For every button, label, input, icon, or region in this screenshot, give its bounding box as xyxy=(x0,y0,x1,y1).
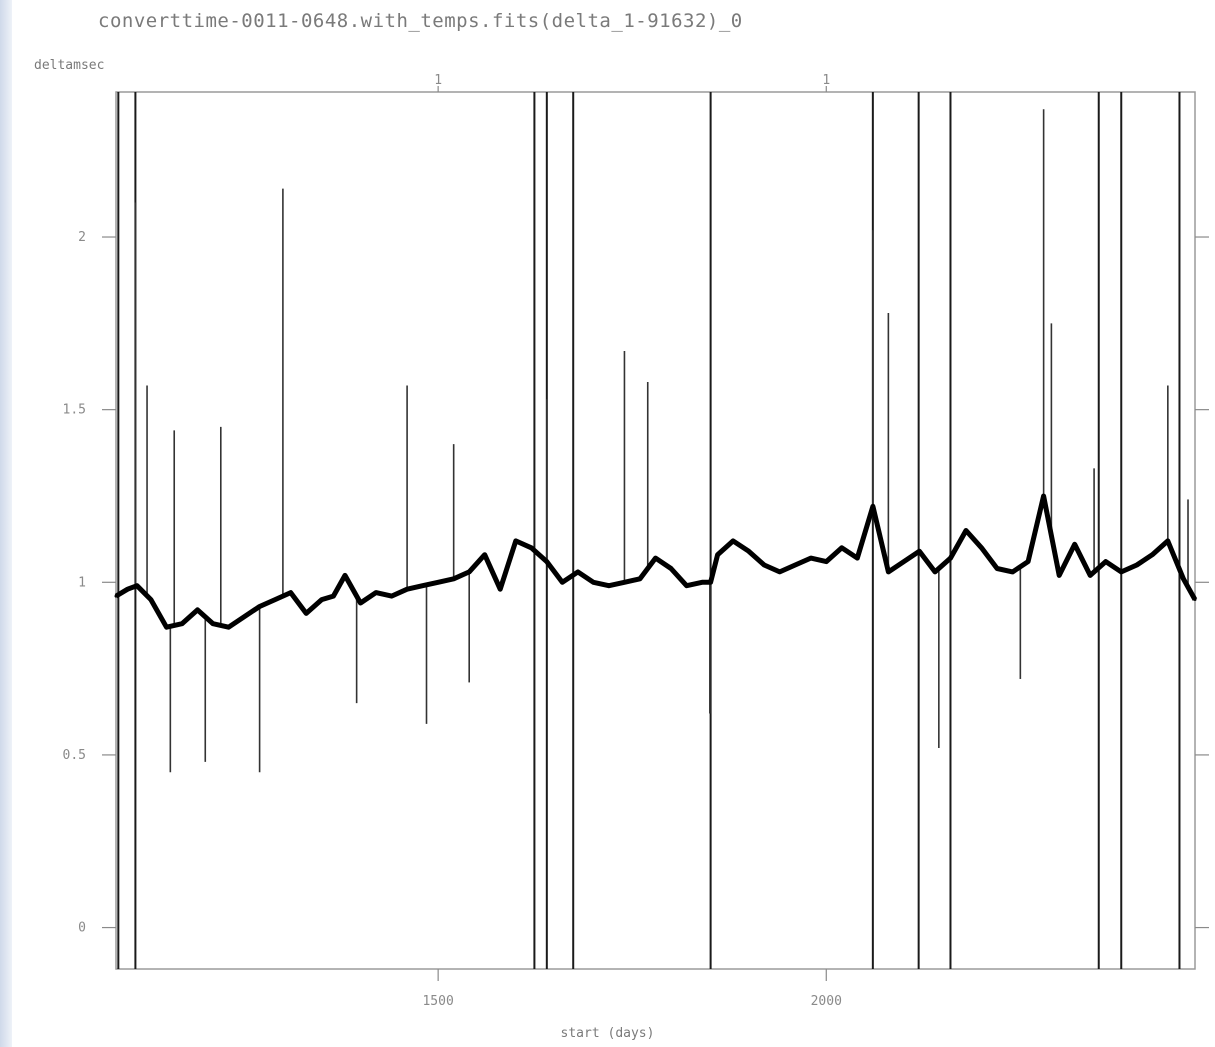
data-series-line xyxy=(114,493,1198,630)
data-point xyxy=(1104,560,1108,564)
data-point xyxy=(685,584,689,588)
data-point xyxy=(871,504,875,508)
data-point xyxy=(1166,539,1170,543)
data-point xyxy=(793,563,797,567)
data-point xyxy=(995,566,999,570)
top-tick-label: 1 xyxy=(434,73,442,88)
data-point xyxy=(273,598,277,602)
data-point xyxy=(622,580,626,584)
data-point xyxy=(164,625,168,629)
data-point xyxy=(135,584,139,588)
data-point xyxy=(917,549,921,553)
data-point xyxy=(731,539,735,543)
data-point xyxy=(196,608,200,612)
data-point xyxy=(211,622,215,626)
data-point xyxy=(405,587,409,591)
data-point xyxy=(498,587,502,591)
window-edge xyxy=(0,0,12,1047)
data-point xyxy=(359,601,363,605)
data-point xyxy=(242,615,246,619)
top-tick-label: 1 xyxy=(822,73,830,88)
data-point xyxy=(607,584,611,588)
data-point xyxy=(514,539,518,543)
data-point xyxy=(483,553,487,557)
data-point xyxy=(289,591,293,595)
data-point xyxy=(529,546,533,550)
data-point xyxy=(1042,494,1046,498)
y-tick-label: 1 xyxy=(78,575,86,590)
data-point xyxy=(1088,573,1092,577)
data-point xyxy=(762,563,766,567)
y-axis-label: deltamsec xyxy=(34,58,105,73)
data-point xyxy=(576,570,580,574)
data-point xyxy=(421,584,425,588)
x-axis-label: start (days) xyxy=(560,1026,655,1041)
data-point xyxy=(1026,560,1030,564)
y-tick-label: 0.5 xyxy=(63,748,86,763)
data-point xyxy=(545,560,549,564)
data-point xyxy=(1135,563,1139,567)
data-point xyxy=(778,570,782,574)
data-point xyxy=(180,622,184,626)
data-point xyxy=(1011,570,1015,574)
data-point xyxy=(304,611,308,615)
data-point xyxy=(654,556,657,560)
data-point xyxy=(1073,542,1077,546)
data-point xyxy=(809,556,813,560)
data-point xyxy=(452,577,456,581)
data-point xyxy=(716,553,720,557)
data-point xyxy=(560,580,564,584)
x-tick-label: 2000 xyxy=(811,994,842,1009)
data-point xyxy=(902,560,906,564)
data-point xyxy=(374,591,378,595)
data-point xyxy=(1119,570,1123,574)
plot-title: converttime-0011-0648.with_temps.fits(de… xyxy=(98,10,743,32)
data-point xyxy=(824,560,828,564)
data-point xyxy=(840,546,844,550)
data-point xyxy=(1057,573,1061,577)
data-point xyxy=(933,570,937,574)
y-tick-label: 0 xyxy=(78,921,86,936)
x-tick-label: 1500 xyxy=(422,994,453,1009)
data-point xyxy=(980,546,984,550)
data-point xyxy=(114,594,118,598)
data-point xyxy=(591,580,595,584)
data-point xyxy=(747,549,751,553)
data-point xyxy=(331,594,335,598)
y-tick-label: 1.5 xyxy=(63,403,86,418)
data-point xyxy=(436,580,440,584)
data-point xyxy=(964,529,968,532)
data-point xyxy=(149,598,153,602)
data-point xyxy=(126,587,130,591)
plot-frame xyxy=(115,91,1196,970)
data-point xyxy=(467,570,471,574)
data-point xyxy=(669,566,673,570)
data-point xyxy=(700,580,704,584)
data-point xyxy=(1181,577,1185,581)
data-point xyxy=(320,598,324,602)
data-point xyxy=(227,625,231,629)
data-point xyxy=(886,570,890,574)
data-point xyxy=(258,604,262,608)
data-point xyxy=(343,573,347,577)
data-point xyxy=(855,556,859,560)
data-point xyxy=(948,556,952,560)
y-tick-label: 2 xyxy=(78,230,86,245)
data-point xyxy=(1193,598,1197,602)
data-point xyxy=(390,594,394,598)
data-point xyxy=(709,580,713,584)
data-point xyxy=(638,577,642,581)
data-point xyxy=(1150,553,1154,557)
